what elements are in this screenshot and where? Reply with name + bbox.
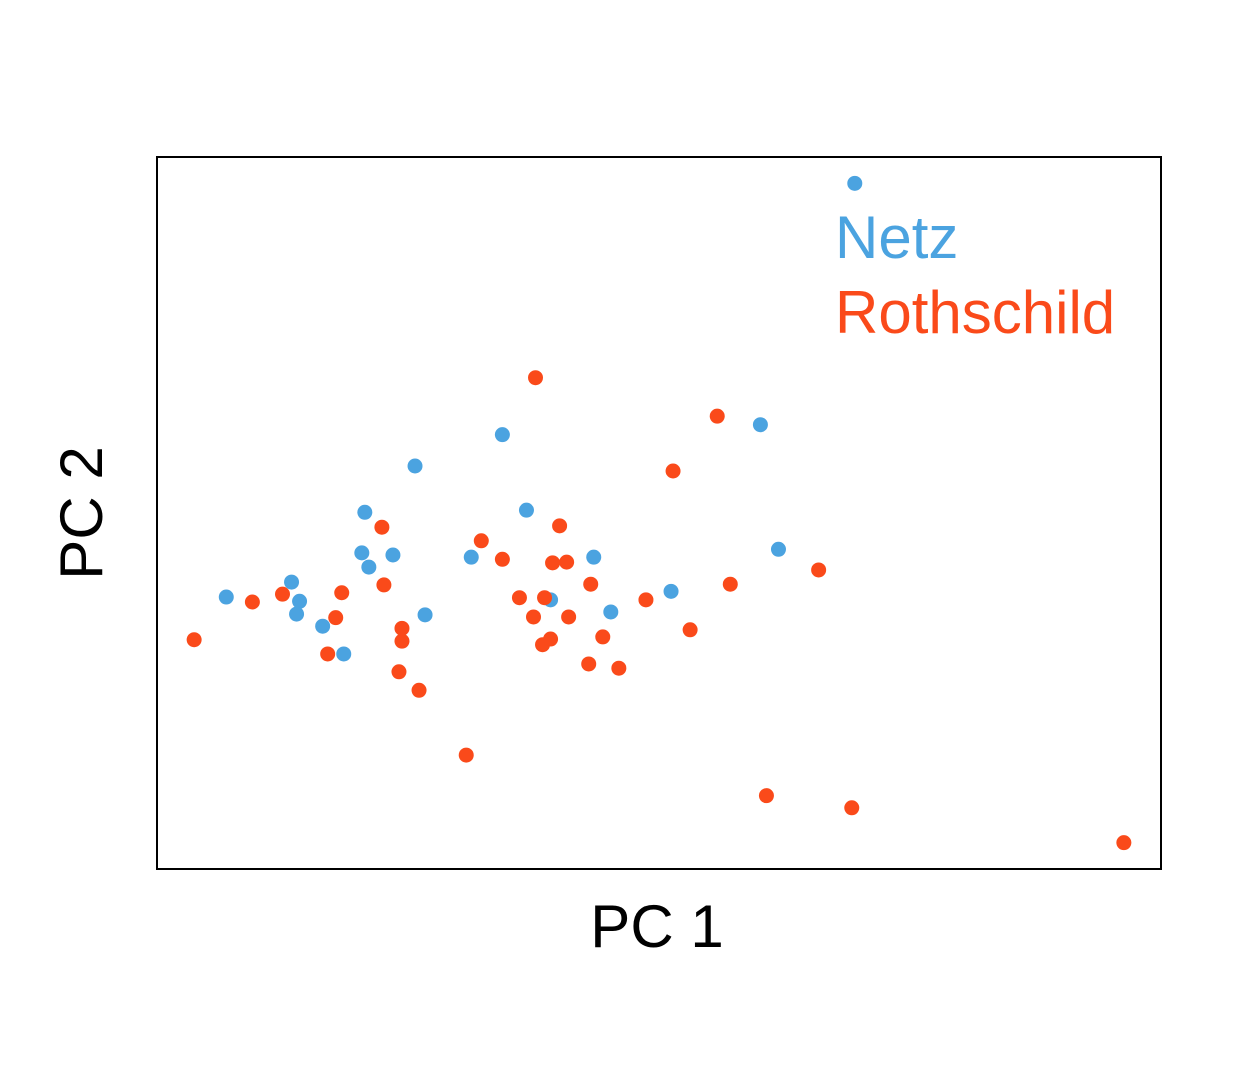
point <box>336 646 352 662</box>
point <box>537 590 553 606</box>
point <box>473 533 489 549</box>
point <box>244 594 260 610</box>
point <box>376 577 392 593</box>
point <box>320 646 336 662</box>
point <box>417 607 433 623</box>
point <box>586 549 602 565</box>
point <box>494 427 510 443</box>
legend-label: Rothschild <box>835 279 1115 346</box>
point <box>665 463 681 479</box>
point <box>844 800 860 816</box>
point <box>847 175 863 191</box>
point <box>186 632 202 648</box>
point <box>603 604 619 620</box>
point <box>535 637 551 653</box>
point <box>526 609 541 625</box>
point <box>334 585 350 601</box>
point <box>494 551 510 567</box>
point <box>545 555 561 571</box>
legend-label: Netz <box>835 204 958 271</box>
point <box>559 554 575 570</box>
point <box>458 747 474 763</box>
point <box>583 576 599 592</box>
point <box>595 629 611 645</box>
point <box>638 592 654 608</box>
point <box>394 633 410 649</box>
point <box>722 576 738 592</box>
point <box>292 593 308 609</box>
point <box>552 518 568 534</box>
point <box>682 622 698 638</box>
point <box>411 682 427 698</box>
point <box>284 574 300 590</box>
point <box>811 562 827 578</box>
point <box>391 664 407 680</box>
point <box>315 618 331 634</box>
point <box>407 458 423 474</box>
x-axis-label: PC 1 <box>590 893 723 960</box>
point <box>357 504 373 520</box>
point <box>511 590 527 606</box>
y-axis-label: PC 2 <box>48 446 115 579</box>
point <box>561 609 577 625</box>
point <box>275 586 290 602</box>
point <box>328 610 344 626</box>
point <box>354 545 370 561</box>
point <box>385 547 401 563</box>
point <box>611 660 627 676</box>
plot-frame <box>156 156 1162 870</box>
point <box>758 788 774 804</box>
point <box>289 606 305 622</box>
point <box>374 519 390 535</box>
point <box>770 541 786 557</box>
point <box>518 502 534 518</box>
point <box>394 620 410 636</box>
point <box>463 549 479 565</box>
point <box>663 583 679 599</box>
point <box>528 370 544 386</box>
point <box>581 656 597 672</box>
point <box>218 589 234 605</box>
point <box>361 559 377 575</box>
point <box>709 408 725 424</box>
point <box>1116 835 1132 851</box>
point <box>752 417 768 433</box>
